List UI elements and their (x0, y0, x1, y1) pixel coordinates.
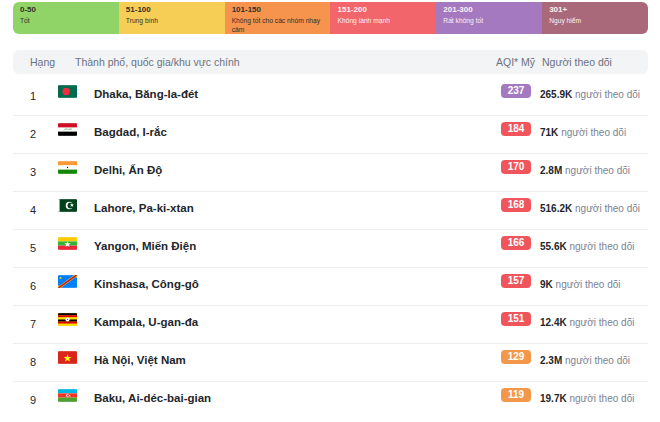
svg-text:الله أكبر: الله أكبر (62, 127, 72, 131)
